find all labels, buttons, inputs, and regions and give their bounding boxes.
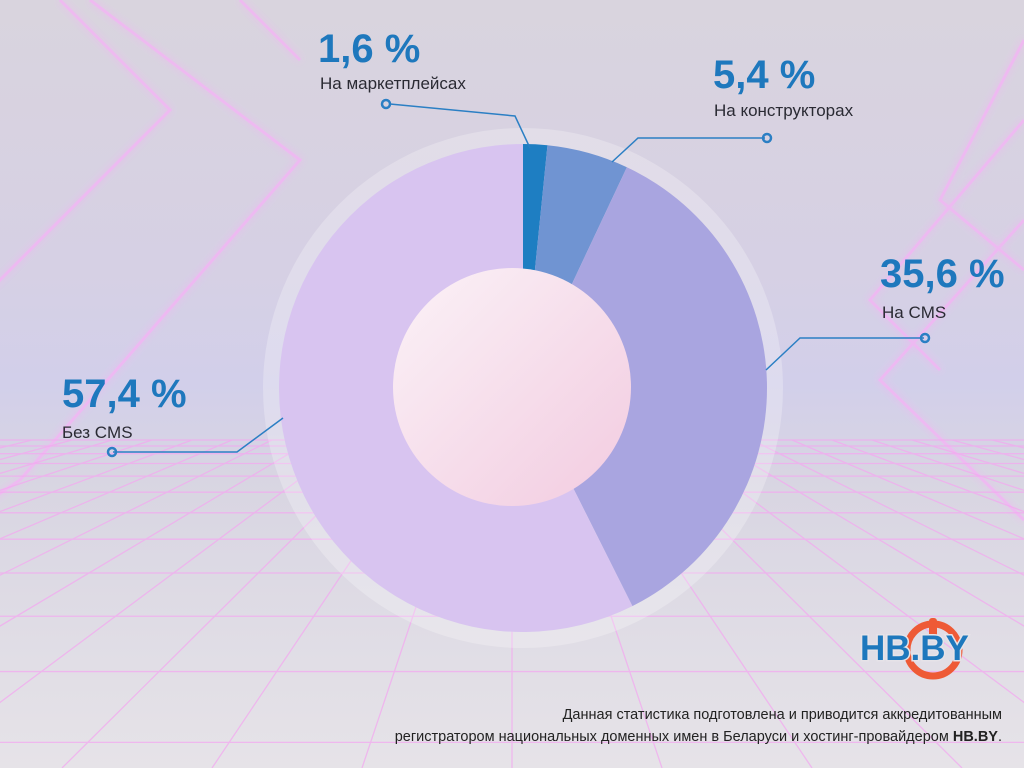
slice-label-1: На маркетплейсах bbox=[320, 74, 466, 93]
data-label-1: 1,6 % bbox=[318, 27, 420, 71]
neon-chevrons bbox=[0, 0, 1024, 522]
donut-hole bbox=[393, 268, 631, 506]
slice-label-3: На CMS bbox=[882, 303, 946, 322]
footer-brand: HB.BY bbox=[952, 729, 998, 745]
footer-line-2: регистратором национальных доменных имен… bbox=[394, 729, 1002, 745]
data-label-3: 35,6 % bbox=[880, 252, 1005, 296]
data-label-2: 5,4 % bbox=[713, 53, 815, 97]
leader-lines bbox=[113, 103, 924, 453]
slice-3 bbox=[523, 167, 767, 607]
footer-line-1: Данная статистика подготовлена и приводи… bbox=[562, 707, 1002, 723]
data-label-4: 57,4 % bbox=[62, 372, 187, 416]
footer-note: Данная статистика подготовлена и приводи… bbox=[282, 704, 1002, 748]
slice-label-2: На конструкторах bbox=[714, 101, 854, 120]
hb-by-logo: HB.BY bbox=[859, 618, 970, 680]
svg-text:HB.BY: HB.BY bbox=[860, 629, 969, 668]
leader-dots bbox=[106, 98, 931, 458]
slice-label-4: Без CMS bbox=[62, 423, 133, 442]
